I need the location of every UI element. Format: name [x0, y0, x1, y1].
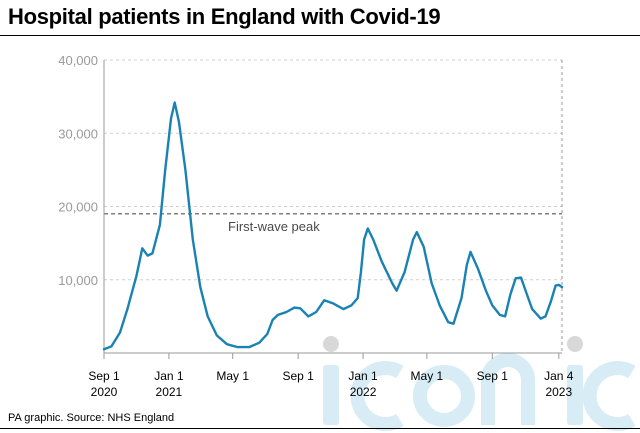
watermark-stroke-i1	[323, 365, 339, 425]
watermark-dot-left	[323, 336, 339, 352]
chart-title: Hospital patients in England with Covid-…	[8, 4, 441, 29]
watermark-stroke-c1	[350, 361, 404, 431]
x-tick-label: Sep 1	[477, 369, 509, 383]
watermark-stroke-c2	[582, 361, 636, 431]
y-tick-label: 20,000	[58, 200, 98, 215]
watermark-stroke-i2	[567, 365, 583, 425]
title-rule	[0, 35, 640, 36]
x-tick-label: Jan 4	[544, 369, 574, 383]
x-tick-label: Jan 1	[154, 369, 184, 383]
x-tick-year-label: 2021	[156, 385, 183, 399]
series-line	[102, 101, 564, 351]
x-tick-label: Sep 1	[282, 369, 314, 383]
x-tick-label: Jan 1	[348, 369, 378, 383]
x-tick-year-label: 2022	[350, 385, 377, 399]
watermark-stroke-o	[413, 365, 475, 427]
first-wave-peak-label: First-wave peak	[228, 219, 320, 234]
x-tick-label: May 1	[411, 369, 444, 383]
x-tick-year-label: 2023	[545, 385, 572, 399]
watermark-dot-right	[567, 336, 583, 352]
x-tick-year-label: 2020	[91, 385, 118, 399]
x-tick-label: Sep 1	[88, 369, 120, 383]
y-tick-label: 40,000	[58, 53, 98, 68]
y-tick-label: 30,000	[58, 126, 98, 141]
watermark-logo	[323, 336, 636, 431]
x-tick-label: May 1	[216, 369, 249, 383]
footer-rule	[0, 428, 640, 429]
y-tick-label: 10,000	[58, 273, 98, 288]
watermark-stroke-n	[481, 353, 535, 425]
source-note: PA graphic. Source: NHS England	[8, 412, 175, 424]
